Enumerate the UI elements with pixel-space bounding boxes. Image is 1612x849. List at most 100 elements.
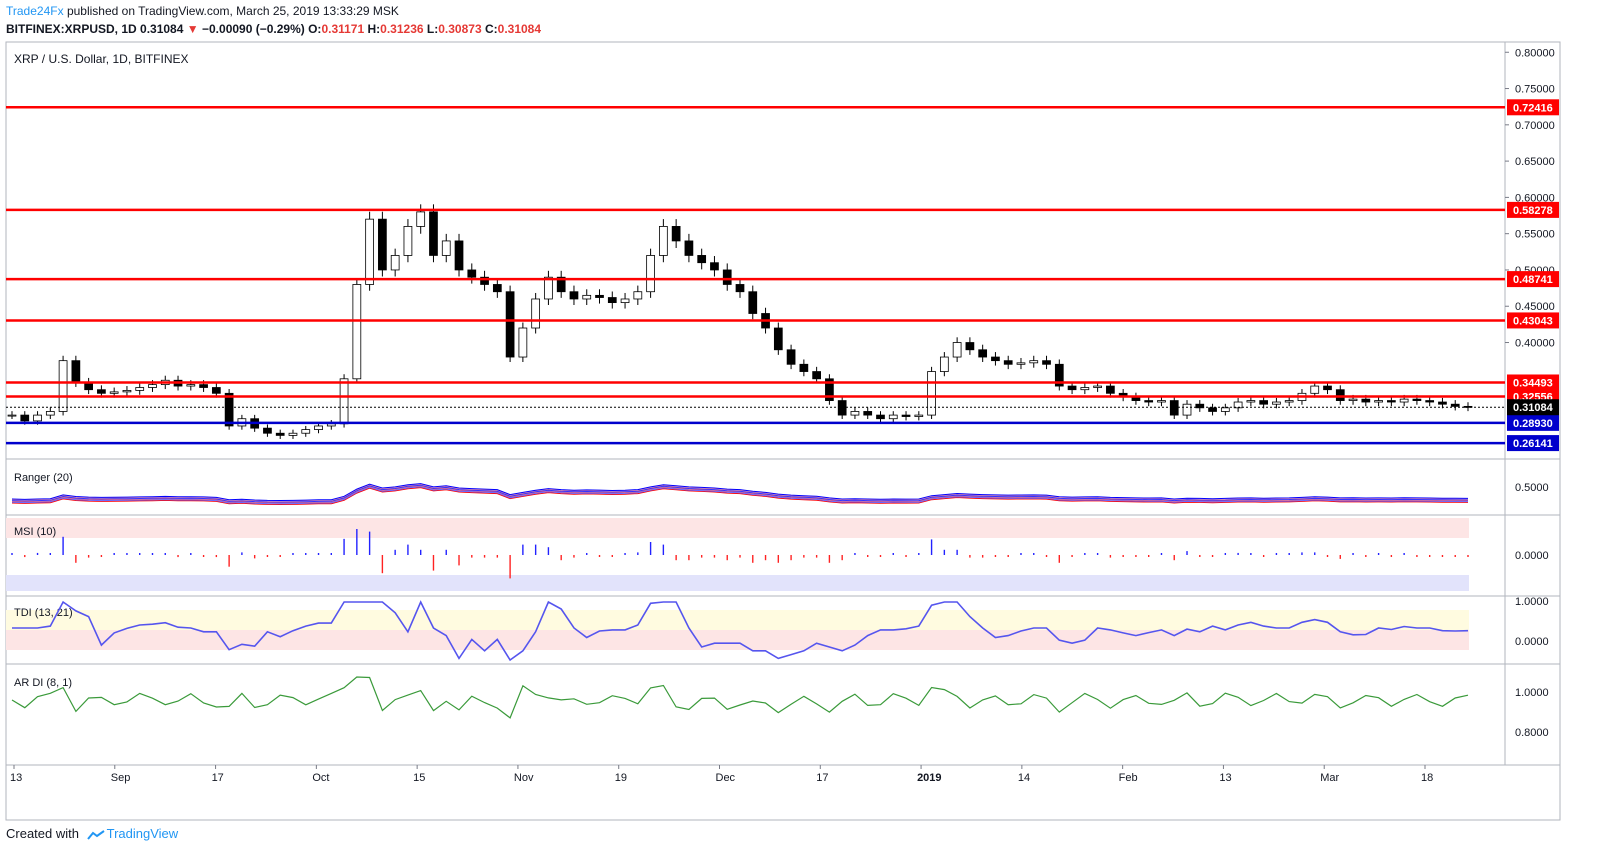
candle-body bbox=[773, 327, 783, 351]
resistance-level-badge bbox=[1507, 374, 1559, 391]
candle-body bbox=[135, 387, 145, 391]
candle-body bbox=[1387, 400, 1396, 403]
candle-body bbox=[186, 384, 196, 387]
time-tick-label: Mar bbox=[1320, 772, 1339, 784]
close-value: 0.31084 bbox=[497, 22, 542, 36]
candle-body bbox=[71, 360, 81, 383]
ranger-band-line bbox=[11, 483, 1469, 502]
candle-body bbox=[403, 226, 413, 256]
candle-body bbox=[326, 423, 336, 427]
candle-body bbox=[825, 378, 834, 401]
candle-body bbox=[211, 387, 221, 394]
candle-body bbox=[914, 414, 924, 417]
candle-body bbox=[1335, 389, 1345, 401]
candle-body bbox=[1106, 385, 1115, 394]
tdi-title: TDI (13, 21) bbox=[14, 607, 73, 619]
tradingview-brand[interactable]: TradingView bbox=[106, 826, 179, 841]
chart-frame bbox=[5, 41, 1561, 821]
candle-body bbox=[991, 356, 1000, 362]
candle-body bbox=[799, 363, 809, 372]
ranger-band-line bbox=[11, 483, 1469, 502]
candle-body bbox=[199, 384, 208, 388]
time-tick-label: 15 bbox=[413, 772, 425, 784]
candle-body bbox=[850, 411, 860, 416]
open-value: 0.31171 bbox=[321, 22, 365, 36]
resistance-level-badge bbox=[1507, 201, 1559, 218]
candle-body bbox=[45, 411, 55, 416]
down-arrow-icon: ▼ bbox=[186, 22, 199, 36]
time-tick-label: 13 bbox=[10, 772, 22, 784]
open-label: O: bbox=[308, 22, 322, 36]
candles bbox=[7, 204, 1473, 439]
price-tick-label: 0.40000 bbox=[1515, 338, 1555, 350]
candle-body bbox=[339, 378, 349, 425]
candle-body bbox=[812, 371, 821, 380]
quote-bar: BITFINEX:XRPUSD, 1D 0.31084 ▼ −0.00090 (… bbox=[6, 22, 541, 37]
candle-body bbox=[492, 284, 502, 293]
close-label: C: bbox=[484, 22, 498, 36]
msi-lower-zone bbox=[6, 575, 1469, 591]
resistance-level-label: 0.34493 bbox=[1513, 377, 1553, 389]
candle-body bbox=[1220, 407, 1230, 412]
ranger-band-line bbox=[11, 486, 1469, 505]
current-price-label: 0.31084 bbox=[1513, 402, 1554, 414]
candle-body bbox=[646, 255, 655, 293]
candle-body bbox=[735, 284, 745, 293]
symbol-label: BITFINEX:XRPUSD, 1D bbox=[6, 22, 137, 36]
candle-body bbox=[275, 432, 285, 436]
time-tick-label: 17 bbox=[212, 772, 224, 784]
time-tick-label: 2019 bbox=[917, 772, 941, 784]
candle-body bbox=[1361, 398, 1371, 403]
candle-body bbox=[1438, 401, 1447, 405]
candle-body bbox=[480, 276, 489, 285]
candle-body bbox=[952, 342, 962, 358]
publisher-name[interactable]: Trade24Fx bbox=[6, 4, 64, 18]
high-value: 0.31236 bbox=[380, 22, 424, 36]
msi-bars bbox=[11, 529, 1469, 579]
ardi-tick-high: 1.0000 bbox=[1515, 687, 1549, 699]
candle-body bbox=[1029, 360, 1039, 364]
tdi-line bbox=[12, 600, 1469, 662]
ardi-tick-low: 0.8000 bbox=[1515, 727, 1549, 739]
candle-body bbox=[378, 218, 387, 271]
low-label: L: bbox=[426, 22, 439, 36]
candle-body bbox=[607, 297, 617, 304]
tdi-tick-zero: 0.0000 bbox=[1515, 636, 1549, 648]
candle-body bbox=[263, 427, 272, 434]
high-label: H: bbox=[367, 22, 381, 36]
time-tick-label: Feb bbox=[1119, 772, 1138, 784]
candle-body bbox=[454, 240, 464, 271]
candle-body bbox=[620, 298, 630, 304]
price-tick-label: 0.80000 bbox=[1515, 47, 1555, 59]
candle-body bbox=[659, 226, 668, 256]
candle-body bbox=[20, 414, 30, 422]
resistance-level-badge bbox=[1507, 312, 1559, 329]
candle-body bbox=[1412, 398, 1422, 401]
candle-body bbox=[1042, 360, 1051, 365]
candle-body bbox=[416, 211, 426, 227]
candle-body bbox=[224, 392, 234, 427]
candle-body bbox=[1259, 400, 1269, 405]
footer: Created with TradingView bbox=[6, 826, 178, 841]
main-chart-title: XRP / U.S. Dollar, 1D, BITFINEX bbox=[14, 52, 189, 66]
candle-body bbox=[863, 411, 873, 416]
candle-body bbox=[301, 429, 311, 434]
candle-body bbox=[1425, 400, 1435, 403]
candle-body bbox=[429, 211, 438, 256]
low-value: 0.30873 bbox=[438, 22, 482, 36]
resistance-level-label: 0.43043 bbox=[1513, 315, 1553, 327]
price-tick-label: 0.45000 bbox=[1515, 301, 1555, 313]
ranger-title: Ranger (20) bbox=[14, 472, 73, 484]
price-tick-label: 0.65000 bbox=[1515, 156, 1555, 168]
candle-body bbox=[582, 294, 592, 300]
created-with-label: Created with bbox=[6, 826, 79, 841]
candle-body bbox=[97, 389, 106, 394]
price-tick-label: 0.60000 bbox=[1515, 192, 1555, 204]
resistance-level-label: 0.48741 bbox=[1513, 274, 1553, 286]
candle-body bbox=[58, 360, 68, 412]
candle-body bbox=[1450, 403, 1460, 407]
candle-body bbox=[390, 255, 400, 271]
ardi-line bbox=[11, 676, 1469, 719]
candle-body bbox=[569, 291, 579, 300]
time-tick-label: 18 bbox=[1421, 772, 1433, 784]
